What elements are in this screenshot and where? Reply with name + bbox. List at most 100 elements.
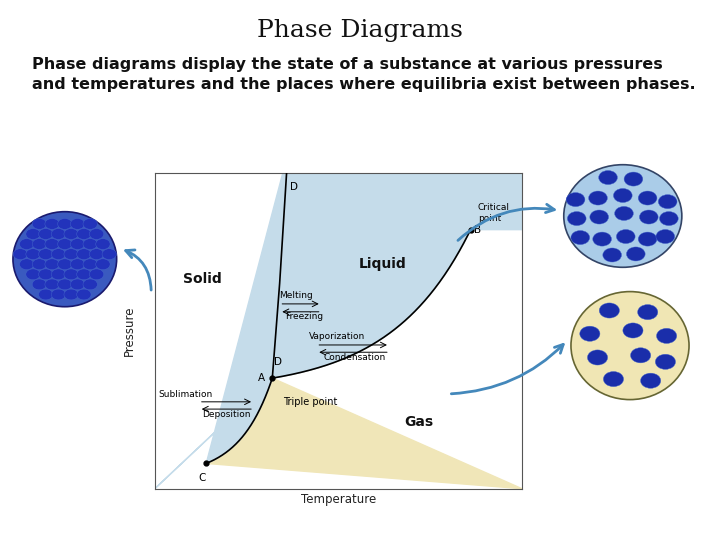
Circle shape [641,373,661,388]
Ellipse shape [13,212,117,307]
Circle shape [26,249,40,260]
FancyArrowPatch shape [451,345,563,394]
Circle shape [51,289,66,300]
Circle shape [26,228,40,239]
Text: Gas: Gas [405,415,433,429]
Circle shape [83,239,97,249]
Circle shape [71,219,85,230]
Ellipse shape [571,292,689,400]
Circle shape [593,232,611,246]
Circle shape [613,188,632,202]
Circle shape [626,247,645,261]
Circle shape [19,239,34,249]
Text: Liquid: Liquid [359,256,406,271]
Circle shape [39,228,53,239]
Text: C: C [199,473,206,483]
Circle shape [45,219,59,230]
Circle shape [589,191,608,205]
Circle shape [71,279,85,290]
Circle shape [32,219,47,230]
Circle shape [71,239,85,249]
Circle shape [638,191,657,205]
Circle shape [623,323,643,338]
Text: Pressure: Pressure [123,306,136,356]
X-axis label: Temperature: Temperature [301,493,376,506]
Circle shape [615,206,634,220]
Text: Freezing: Freezing [285,313,323,321]
Circle shape [588,350,608,365]
Circle shape [32,239,47,249]
Circle shape [32,279,47,290]
Text: A: A [258,373,265,383]
Circle shape [96,259,110,269]
Circle shape [58,259,72,269]
Circle shape [76,289,91,300]
Text: Triple point: Triple point [284,397,338,407]
Circle shape [655,354,675,369]
Circle shape [51,269,66,280]
Circle shape [45,239,59,249]
Circle shape [83,279,97,290]
Circle shape [26,269,40,280]
Circle shape [656,230,675,244]
Circle shape [64,228,78,239]
Circle shape [13,249,27,260]
Circle shape [51,228,66,239]
Circle shape [102,249,117,260]
Text: Melting: Melting [279,291,313,300]
Circle shape [58,219,72,230]
Text: Solid: Solid [183,272,222,286]
Circle shape [603,248,621,262]
Circle shape [599,171,618,185]
Circle shape [566,193,585,207]
Circle shape [580,326,600,341]
Circle shape [19,259,34,269]
FancyArrowPatch shape [126,250,151,290]
Circle shape [39,249,53,260]
Circle shape [39,269,53,280]
Circle shape [590,210,608,224]
Circle shape [64,269,78,280]
Text: and temperatures and the places where equilibria exist between phases.: and temperatures and the places where eq… [32,77,696,92]
Polygon shape [272,157,522,378]
Circle shape [638,232,657,246]
Circle shape [76,269,91,280]
Text: Deposition: Deposition [202,410,251,418]
Circle shape [64,289,78,300]
Circle shape [658,194,677,208]
Circle shape [71,259,85,269]
Polygon shape [155,157,287,489]
Circle shape [639,210,658,224]
Circle shape [571,231,590,245]
Text: Condensation: Condensation [324,353,386,362]
Circle shape [616,230,635,244]
Text: D: D [274,357,282,368]
Text: Vaporization: Vaporization [309,332,365,341]
FancyArrowPatch shape [458,204,554,240]
Circle shape [39,289,53,300]
Circle shape [58,279,72,290]
Circle shape [657,328,677,343]
Circle shape [603,372,624,387]
Text: Critical
point: Critical point [478,203,510,224]
Circle shape [567,212,586,226]
Text: Phase diagrams display the state of a substance at various pressures: Phase diagrams display the state of a su… [32,57,663,72]
Circle shape [83,259,97,269]
Circle shape [45,279,59,290]
Circle shape [32,259,47,269]
Ellipse shape [564,165,682,267]
Circle shape [631,348,651,363]
Circle shape [89,228,104,239]
Circle shape [45,259,59,269]
Circle shape [58,239,72,249]
Polygon shape [206,230,522,489]
Circle shape [660,212,678,226]
Circle shape [638,305,658,320]
Circle shape [51,249,66,260]
Circle shape [83,219,97,230]
Circle shape [76,228,91,239]
Text: Phase Diagrams: Phase Diagrams [257,19,463,42]
Text: B: B [474,225,482,235]
Text: D: D [289,183,297,192]
Circle shape [76,249,91,260]
